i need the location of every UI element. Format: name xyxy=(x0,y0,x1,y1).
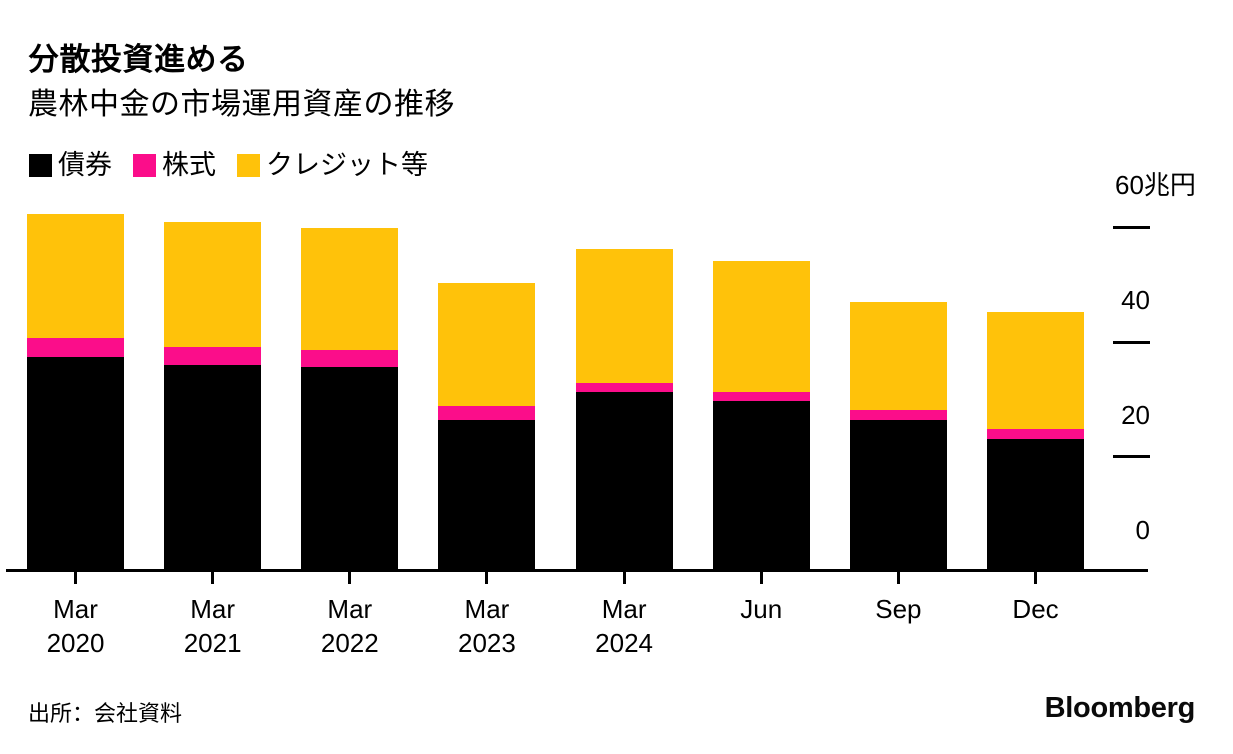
legend-label-equity: 株式 xyxy=(162,150,216,180)
bar-segment-credit xyxy=(575,249,673,383)
bar-segment-bonds xyxy=(987,439,1085,571)
bar-segment-bonds xyxy=(712,401,810,571)
bar-segment-equity xyxy=(712,392,810,402)
bar-segment-credit xyxy=(438,283,536,406)
bar-segment-credit xyxy=(301,228,399,351)
x-axis-label: Mar 2022 xyxy=(320,594,379,658)
bar-mar-2023 xyxy=(438,283,536,571)
bar-segment-equity xyxy=(438,405,536,421)
bar-segment-credit xyxy=(712,260,810,393)
bar-mar-2020 xyxy=(27,214,124,571)
x-axis-label: Mar 2024 xyxy=(595,594,654,658)
y-axis-label: 20 xyxy=(1121,399,1150,430)
legend-label-bonds: 債券 xyxy=(58,150,112,180)
bar-segment-equity xyxy=(575,382,673,393)
bar-segment-equity xyxy=(301,350,399,367)
bar-mar-2022 xyxy=(301,228,399,571)
x-axis-label: Mar 2023 xyxy=(458,594,516,658)
legend-label-credit: クレジット等 xyxy=(266,150,428,180)
bar-jun-2024 xyxy=(712,260,810,571)
chart-title: 分散投資進める xyxy=(28,42,249,77)
x-axis-tick xyxy=(74,571,77,584)
bar-sep-2024 xyxy=(849,302,947,571)
x-axis-tick xyxy=(896,571,900,584)
chart-subtitle: 農林中金の市場運用資産の推移 xyxy=(28,88,455,121)
bar-mar-2021 xyxy=(164,221,262,571)
y-axis-tick-dash xyxy=(1113,225,1150,229)
legend-item-bonds: 債券 xyxy=(29,152,112,179)
y-axis-label: 40 xyxy=(1121,285,1150,316)
bar-segment-bonds xyxy=(438,420,536,571)
bar-mar-2024 xyxy=(575,249,673,571)
x-axis-label: Jun xyxy=(740,594,783,624)
bar-dec-2024 xyxy=(987,311,1085,571)
legend-swatch-bonds xyxy=(29,154,52,177)
bar-segment-credit xyxy=(849,302,947,410)
chart-legend: 債券 株式 クレジット等 xyxy=(29,152,428,179)
x-axis-tick xyxy=(485,571,489,584)
x-axis-label: Sep xyxy=(875,594,922,624)
bar-segment-equity xyxy=(987,428,1085,440)
bar-segment-credit xyxy=(987,311,1085,429)
bloomberg-logo: Bloomberg xyxy=(1044,692,1196,724)
bar-segment-bonds xyxy=(575,392,673,571)
y-axis-label: 0 xyxy=(1135,514,1150,545)
bar-segment-bonds xyxy=(301,366,399,571)
legend-swatch-equity xyxy=(133,154,156,177)
y-axis-tick-dash xyxy=(1113,455,1150,459)
bar-segment-equity xyxy=(164,346,262,366)
x-axis-label: Mar 2020 xyxy=(46,594,105,658)
x-axis-tick xyxy=(348,571,352,584)
x-axis-tick xyxy=(759,571,763,584)
bar-segment-equity xyxy=(849,409,947,421)
bar-segment-bonds xyxy=(27,357,124,571)
x-axis-label: Mar 2021 xyxy=(183,594,242,658)
bar-segment-bonds xyxy=(164,365,262,571)
legend-item-equity: 株式 xyxy=(133,152,216,179)
x-axis-tick xyxy=(622,571,626,584)
x-axis-label: Dec xyxy=(1012,594,1059,624)
x-axis-tick xyxy=(211,571,215,584)
y-axis-label: 60兆円 xyxy=(1115,170,1196,201)
source-note: 出所：会社資料 xyxy=(28,701,183,726)
bar-segment-equity xyxy=(27,338,124,358)
bar-segment-credit xyxy=(27,214,124,339)
bar-segment-bonds xyxy=(849,420,947,571)
x-axis-tick xyxy=(1034,571,1038,584)
legend-swatch-credit xyxy=(237,154,260,177)
bar-segment-credit xyxy=(164,221,262,347)
legend-item-credit: クレジット等 xyxy=(237,152,428,179)
x-axis-line xyxy=(6,569,1148,572)
y-axis-tick-dash xyxy=(1113,340,1150,344)
